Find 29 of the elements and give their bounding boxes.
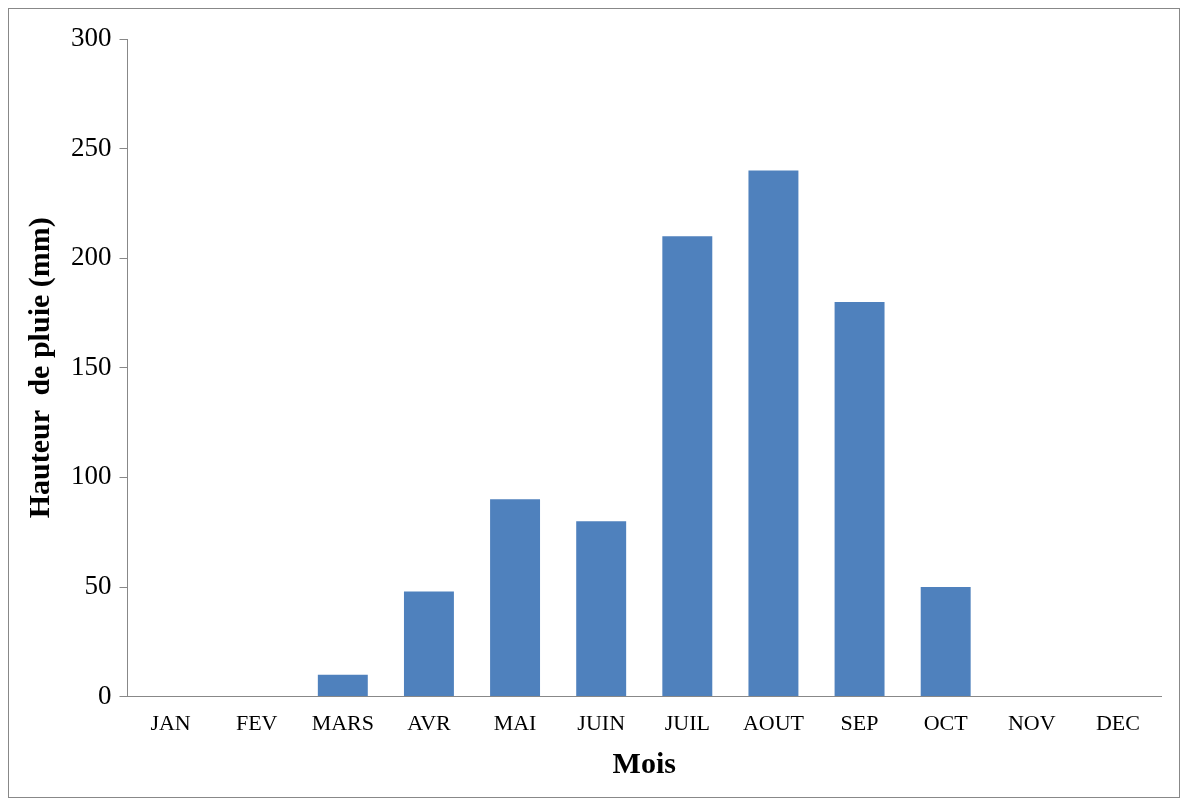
- x-tick-label: JUIN: [577, 709, 626, 735]
- bar: [576, 521, 627, 697]
- x-axis-title: Mois: [612, 745, 676, 779]
- bar: [920, 587, 971, 697]
- x-tick-label: DEC: [1095, 709, 1140, 735]
- x-tick-label: NOV: [1007, 709, 1056, 735]
- y-tick-label: 200: [71, 241, 112, 272]
- x-tick-label: MAI: [493, 709, 537, 735]
- x-tick-label: SEP: [840, 709, 879, 735]
- x-tick-label: JAN: [150, 709, 191, 735]
- bar: [748, 170, 799, 697]
- x-tick-label: AVR: [407, 709, 452, 735]
- y-tick-label: 250: [71, 131, 112, 162]
- bar: [403, 591, 454, 697]
- y-tick-label: 0: [98, 679, 112, 710]
- y-tick-label: 50: [84, 570, 112, 601]
- bar: [834, 302, 885, 697]
- y-tick-label: 150: [71, 350, 112, 381]
- x-tick-label: OCT: [923, 709, 969, 735]
- bar: [662, 236, 713, 697]
- x-tick-label: FEV: [235, 709, 278, 735]
- y-tick-label: 100: [71, 460, 112, 491]
- y-tick-label: 300: [71, 22, 112, 53]
- x-tick-label: JUIL: [664, 709, 710, 735]
- y-axis-title: Hauteur de pluie (mm): [21, 217, 56, 519]
- bar: [490, 499, 541, 697]
- x-tick-label: MARS: [311, 709, 374, 735]
- bar: [317, 674, 368, 697]
- x-tick-label: AOUT: [742, 709, 805, 735]
